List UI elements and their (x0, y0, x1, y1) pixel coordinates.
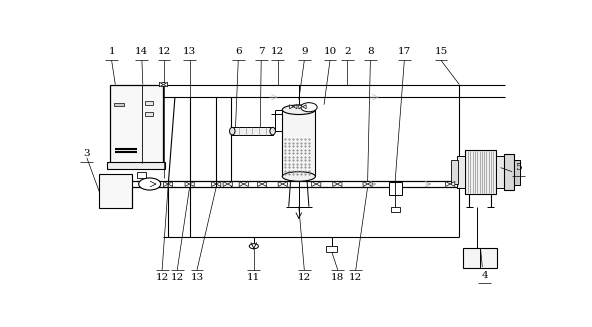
Bar (496, 156, 504, 188)
Polygon shape (316, 181, 321, 186)
Text: 12: 12 (271, 47, 284, 56)
Polygon shape (163, 181, 168, 186)
Text: 3: 3 (83, 149, 90, 158)
Polygon shape (303, 105, 306, 109)
Text: 12: 12 (298, 273, 311, 282)
Polygon shape (228, 181, 232, 186)
Text: 12: 12 (170, 273, 184, 282)
Ellipse shape (270, 127, 275, 135)
Polygon shape (299, 105, 303, 109)
Bar (391, 207, 400, 212)
Circle shape (301, 103, 317, 112)
Bar (514, 160, 520, 184)
Text: 14: 14 (136, 47, 149, 56)
Polygon shape (163, 82, 168, 87)
Polygon shape (289, 105, 293, 109)
Bar (451, 160, 458, 184)
Text: 9: 9 (301, 47, 308, 56)
Polygon shape (451, 181, 455, 186)
Polygon shape (212, 181, 216, 186)
Polygon shape (223, 181, 228, 186)
Polygon shape (368, 181, 372, 186)
Bar (326, 247, 337, 252)
Text: 12: 12 (157, 47, 170, 56)
Bar (456, 156, 465, 188)
Polygon shape (311, 181, 316, 186)
Bar (232, 127, 273, 135)
Text: 2: 2 (344, 47, 350, 56)
Text: 15: 15 (435, 47, 448, 56)
Bar (110, 85, 163, 163)
Bar (137, 172, 146, 178)
Circle shape (160, 82, 167, 87)
Ellipse shape (282, 172, 316, 181)
Polygon shape (278, 181, 283, 186)
Polygon shape (185, 181, 189, 186)
Bar (282, 110, 316, 177)
Text: 17: 17 (398, 47, 411, 56)
Bar (465, 150, 496, 194)
Text: 11: 11 (247, 273, 260, 282)
Polygon shape (189, 181, 194, 186)
Bar (389, 182, 401, 195)
Ellipse shape (282, 105, 316, 114)
Polygon shape (363, 181, 368, 186)
Text: 8: 8 (367, 47, 374, 56)
Bar (145, 101, 153, 105)
Polygon shape (239, 181, 244, 186)
Text: 12: 12 (349, 273, 362, 282)
Bar (99, 174, 132, 208)
Text: 18: 18 (331, 273, 345, 282)
Polygon shape (283, 181, 287, 186)
Polygon shape (216, 181, 221, 186)
Text: 12: 12 (156, 273, 169, 282)
Text: 7: 7 (258, 47, 265, 56)
Text: 4: 4 (481, 271, 488, 280)
Polygon shape (159, 82, 163, 87)
Bar (463, 248, 497, 268)
Text: 13: 13 (191, 273, 204, 282)
Text: 10: 10 (323, 47, 337, 56)
Bar (108, 162, 165, 169)
Bar (114, 103, 124, 106)
Polygon shape (446, 181, 451, 186)
Circle shape (139, 178, 160, 190)
Polygon shape (337, 181, 342, 186)
Circle shape (249, 244, 259, 249)
Text: 6: 6 (235, 47, 242, 56)
Polygon shape (293, 105, 297, 109)
Polygon shape (333, 181, 337, 186)
Text: 5: 5 (515, 163, 522, 172)
Bar (145, 112, 153, 116)
Polygon shape (258, 181, 262, 186)
Bar (504, 154, 514, 190)
Polygon shape (244, 181, 249, 186)
Text: 1: 1 (108, 47, 115, 56)
Polygon shape (168, 181, 173, 186)
Polygon shape (262, 181, 267, 186)
Text: 13: 13 (183, 47, 196, 56)
Ellipse shape (230, 127, 235, 135)
